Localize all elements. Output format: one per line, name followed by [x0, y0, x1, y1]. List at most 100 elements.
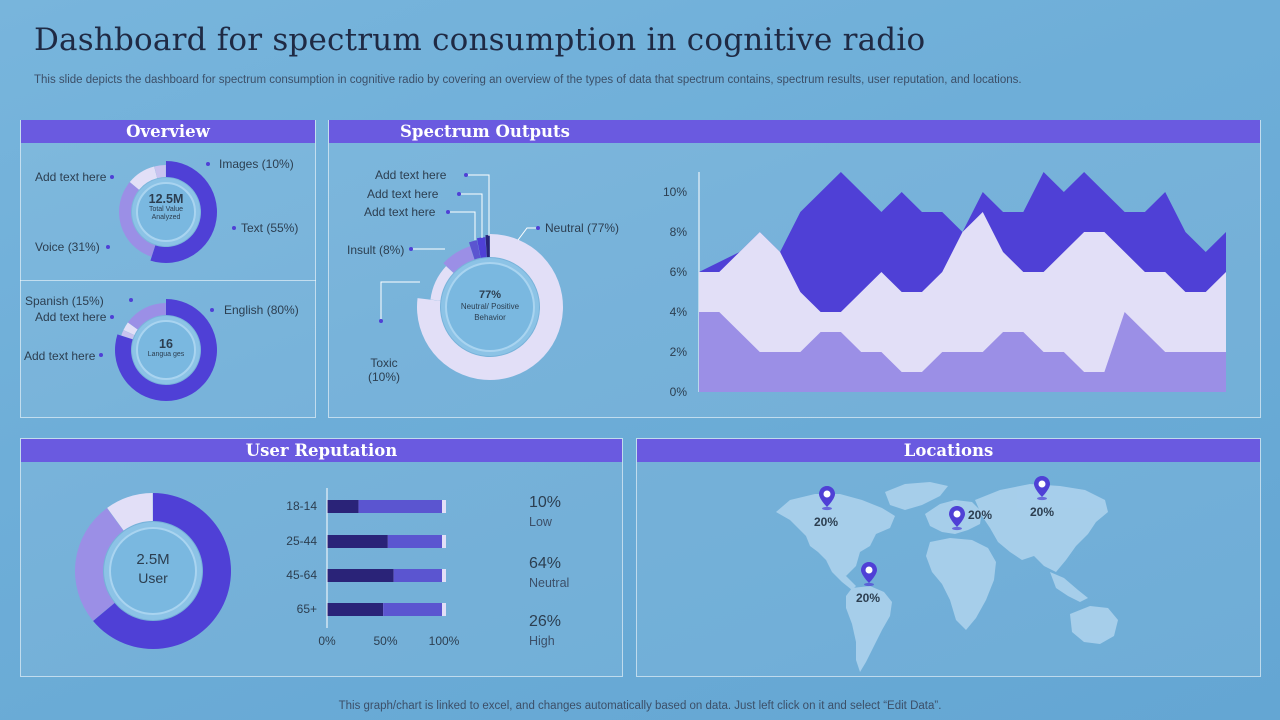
page-title: Dashboard for spectrum consumption in co… [34, 22, 926, 58]
spectrum-label-add-1: Add text here [375, 168, 447, 182]
reputation-stat-label: High [529, 634, 555, 648]
y-tick-label: 4% [670, 305, 688, 319]
location-pin-icon[interactable] [1033, 475, 1051, 501]
spectrum-donut-center: 77% Neutral/ Positive Behavior [450, 289, 530, 323]
bar-segment-2 [383, 603, 442, 616]
overview-dot-add [110, 175, 114, 179]
spectrum-dot-add-2 [457, 192, 461, 196]
spectrum-label-toxic-name: Toxic [370, 356, 398, 370]
overview-dot-text [232, 226, 236, 230]
reputation-stat-value: 10% [529, 494, 562, 511]
y-tick-label: 2% [670, 345, 688, 359]
reputation-donut-value: 2.5M [136, 551, 170, 568]
bar-category-label: 65+ [297, 602, 317, 616]
map-africa [926, 538, 996, 630]
page-subtitle: This slide depicts the dashboard for spe… [34, 74, 1022, 86]
overview-label-text: Text (55%) [241, 221, 299, 235]
spectrum-dot-add-3 [446, 210, 450, 214]
bar-category-label: 18-14 [286, 499, 317, 513]
reputation-heading: User Reputation [21, 439, 622, 462]
reputation-donut [75, 493, 231, 649]
overview-dot-voice [106, 245, 110, 249]
overview-donut-1 [119, 161, 217, 263]
overview-label-images: Images (10%) [219, 157, 294, 171]
location-pin-label: 20% [814, 515, 839, 529]
bar-segment-1 [327, 569, 394, 582]
reputation-donut-center: 2.5M User [118, 551, 188, 586]
bar-category-label: 25-44 [286, 534, 317, 548]
bar-segment-2 [387, 535, 442, 548]
overview-dot-spanish [129, 298, 133, 302]
bar-segment-1 [327, 500, 359, 513]
location-pin-icon[interactable] [860, 561, 878, 587]
spectrum-donut-caption: Neutral/ Positive Behavior [460, 302, 520, 322]
slice-low [75, 508, 124, 621]
reputation-donut-caption: User [138, 570, 168, 586]
overview-label-add: Add text here [35, 170, 107, 184]
donut-center-disc [136, 320, 196, 380]
overview-heading: Overview [21, 120, 315, 143]
slice-add-text-here [476, 237, 487, 258]
map-south-america [846, 586, 892, 672]
spectrum-label-toxic: Toxic (10%) [368, 356, 400, 384]
overview-label-spanish: Spanish (15%) [25, 294, 104, 308]
x-tick-label: 0% [318, 634, 336, 648]
bar-segment-1 [327, 535, 388, 548]
spectrum-label-add-3: Add text here [364, 205, 436, 219]
slice-toxic [430, 266, 454, 301]
slice-images [129, 166, 158, 190]
overview-dot-english [210, 308, 214, 312]
spectrum-heading: Spectrum Outputs [329, 120, 1260, 143]
spectrum-label-neutral: Neutral (77%) [545, 221, 620, 235]
map-southeast-asia [1050, 572, 1088, 602]
overview-label-add-1: Add text here [35, 310, 107, 324]
world-map [776, 482, 1118, 672]
location-pin-icon[interactable] [948, 505, 966, 531]
reputation-stat-label: Neutral [529, 576, 570, 590]
spectrum-area-chart: 0% 2% 4% 6% 8% 10% [663, 172, 1226, 399]
overview-divider [20, 280, 316, 281]
overview-label-add-2: Add text here [24, 349, 96, 363]
overview-label-english: English (80%) [224, 303, 299, 317]
slice-add-text-here [123, 322, 138, 336]
spectrum-donut [417, 234, 563, 380]
spectrum-label-insult: Insult (8%) [347, 243, 405, 257]
slice-add-text-here [121, 330, 135, 340]
spectrum-label-toxic-pct: (10%) [368, 370, 401, 384]
x-tick-label: 100% [429, 634, 460, 648]
slice-add-text-here [468, 240, 481, 260]
bar-segment-2 [358, 500, 442, 513]
x-tick-label: 50% [373, 634, 397, 648]
overview-donut-2 [114, 299, 217, 401]
reputation-stat-value: 64% [529, 555, 562, 572]
donut-center-disc [445, 262, 535, 352]
y-tick-label: 8% [670, 225, 688, 239]
spectrum-dot-toxic [379, 319, 383, 323]
spectrum-donut-value: 77% [478, 289, 502, 301]
map-central-america [826, 560, 856, 590]
overview-dot-images [206, 162, 210, 166]
donut-center-disc [136, 182, 196, 242]
slice-add-text-here [154, 165, 166, 179]
overview-donut-2-center: 16 Langua ges [140, 337, 192, 359]
spectrum-label-add-2: Add text here [367, 187, 439, 201]
map-asia [975, 484, 1108, 572]
location-pin-icon[interactable] [818, 485, 836, 511]
y-tick-label: 6% [670, 265, 688, 279]
overview-donut-1-caption: Total Value Analyzed [148, 206, 184, 221]
overview-donut-1-value: 12.5M [148, 192, 184, 206]
locations-heading: Locations [637, 439, 1260, 462]
bar-segment-1 [327, 603, 384, 616]
map-north-america [776, 494, 895, 576]
map-australia [1070, 606, 1118, 644]
location-pin-label: 20% [968, 508, 993, 522]
slice-add-text-here [485, 235, 490, 258]
spectrum-dot-add-1 [464, 173, 468, 177]
slice-neutral [417, 234, 563, 380]
spectrum-dot-neutral [536, 226, 540, 230]
reputation-stat-value: 26% [529, 613, 562, 630]
bar-segment-2 [393, 569, 442, 582]
location-pin-label: 20% [1030, 505, 1055, 519]
slice-voice [119, 182, 156, 257]
reputation-bar-chart: 18-14 25-44 45-64 65+ 0% 50% 100% [286, 488, 460, 648]
